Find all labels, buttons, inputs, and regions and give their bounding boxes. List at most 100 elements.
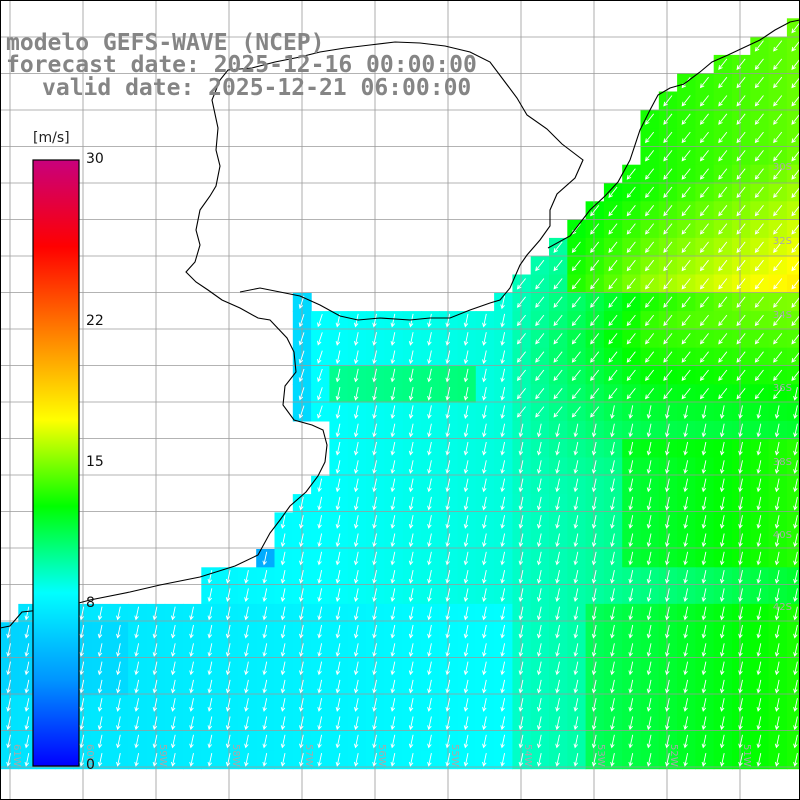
wind-arrow xyxy=(719,533,725,548)
wind-arrow xyxy=(663,223,673,235)
wind-arrow xyxy=(97,698,103,712)
wind-arrow xyxy=(97,643,103,657)
wind-arrow xyxy=(718,76,728,89)
wind-arrow xyxy=(299,533,304,548)
wind-arrow xyxy=(628,661,634,676)
wind-arrow xyxy=(738,716,743,731)
wind-arrow xyxy=(571,333,581,345)
wind-arrow xyxy=(24,753,30,767)
wind-arrow xyxy=(134,661,140,676)
wind-arrow xyxy=(299,753,304,767)
wind-arrow xyxy=(571,406,581,418)
wind-arrow xyxy=(718,186,728,199)
wind-arrow xyxy=(97,679,103,694)
wind-arrow xyxy=(207,698,213,712)
wind-arrow xyxy=(773,113,783,125)
wind-arrow xyxy=(610,478,615,493)
wind-arrow xyxy=(681,168,691,180)
wind-arrow xyxy=(683,496,689,511)
wind-arrow xyxy=(408,332,414,346)
wind-arrow xyxy=(516,351,526,363)
wind-arrow xyxy=(445,734,451,749)
wind-arrow xyxy=(719,496,725,511)
wind-arrow xyxy=(610,606,615,621)
wind-arrow xyxy=(482,496,487,511)
wind-arrow xyxy=(500,441,506,456)
wind-arrow xyxy=(646,679,652,694)
wind-arrow xyxy=(610,643,615,657)
wind-cell xyxy=(786,622,800,642)
wind-arrow xyxy=(555,478,560,493)
wind-arrow xyxy=(518,624,524,639)
wind-cell xyxy=(786,420,800,440)
wind-arrow xyxy=(408,643,414,657)
wind-arrow xyxy=(610,515,615,529)
wind-arrow xyxy=(791,259,800,272)
wind-arrow xyxy=(299,570,304,584)
wind-arrow xyxy=(645,351,655,363)
wind-cell xyxy=(786,366,800,385)
wind-arrow xyxy=(225,679,231,694)
wind-arrow xyxy=(663,369,673,382)
wind-arrow xyxy=(736,58,746,70)
wind-arrow xyxy=(298,332,305,346)
wind-arrow xyxy=(24,734,30,749)
wind-arrow xyxy=(756,624,762,639)
wind-arrow xyxy=(298,313,305,328)
wind-arrow xyxy=(463,661,469,676)
wind-arrow xyxy=(372,753,377,767)
wind-arrow xyxy=(718,278,728,290)
wind-arrow xyxy=(555,698,560,712)
wind-arrow xyxy=(663,259,673,272)
latitude-label: 40S xyxy=(773,530,792,541)
wind-arrow xyxy=(736,205,746,217)
wind-arrow xyxy=(463,679,469,694)
wind-cell xyxy=(786,567,800,587)
wind-arrow xyxy=(335,643,341,657)
wind-arrow xyxy=(97,606,103,621)
wind-arrow xyxy=(372,716,377,731)
wind-arrow xyxy=(683,405,689,420)
wind-arrow xyxy=(573,423,579,438)
wind-arrow xyxy=(500,606,506,621)
longitude-label: 59W xyxy=(157,744,168,767)
wind-arrow xyxy=(738,405,743,420)
wind-arrow xyxy=(353,643,359,657)
wind-arrow xyxy=(134,606,140,621)
wind-arrow xyxy=(500,496,506,511)
wind-arrow xyxy=(608,259,618,272)
title-model: modelo GEFS-WAVE (NCEP) xyxy=(6,30,325,56)
wind-arrow xyxy=(79,643,85,657)
wind-arrow xyxy=(628,533,634,548)
wind-arrow xyxy=(683,679,689,694)
wind-arrow xyxy=(463,753,469,767)
wind-arrow xyxy=(774,551,780,566)
wind-arrow xyxy=(738,551,743,566)
wind-arrow xyxy=(699,113,709,125)
wind-arrow xyxy=(756,441,762,456)
wind-arrow xyxy=(262,734,268,749)
wind-arrow xyxy=(718,95,728,107)
wind-arrow xyxy=(645,205,655,217)
wind-arrow xyxy=(719,661,725,676)
wind-cell xyxy=(786,109,800,129)
wind-arrow xyxy=(646,515,652,529)
wind-arrow xyxy=(573,661,579,676)
wind-arrow xyxy=(516,296,526,308)
wind-arrow xyxy=(427,350,432,365)
wind-arrow xyxy=(683,698,689,712)
wind-arrow xyxy=(445,405,451,420)
wind-arrow xyxy=(207,734,213,749)
wind-arrow xyxy=(408,679,414,694)
wind-arrow xyxy=(262,661,268,676)
wind-cell xyxy=(786,164,800,184)
wind-arrow xyxy=(573,606,579,621)
wind-arrow xyxy=(518,661,524,676)
wind-arrow xyxy=(408,515,414,529)
wind-arrow xyxy=(591,423,597,438)
wind-arrow xyxy=(699,76,709,89)
wind-arrow xyxy=(390,441,396,456)
colorbar xyxy=(32,159,80,767)
wind-arrow xyxy=(536,698,542,712)
wind-arrow xyxy=(736,150,746,162)
